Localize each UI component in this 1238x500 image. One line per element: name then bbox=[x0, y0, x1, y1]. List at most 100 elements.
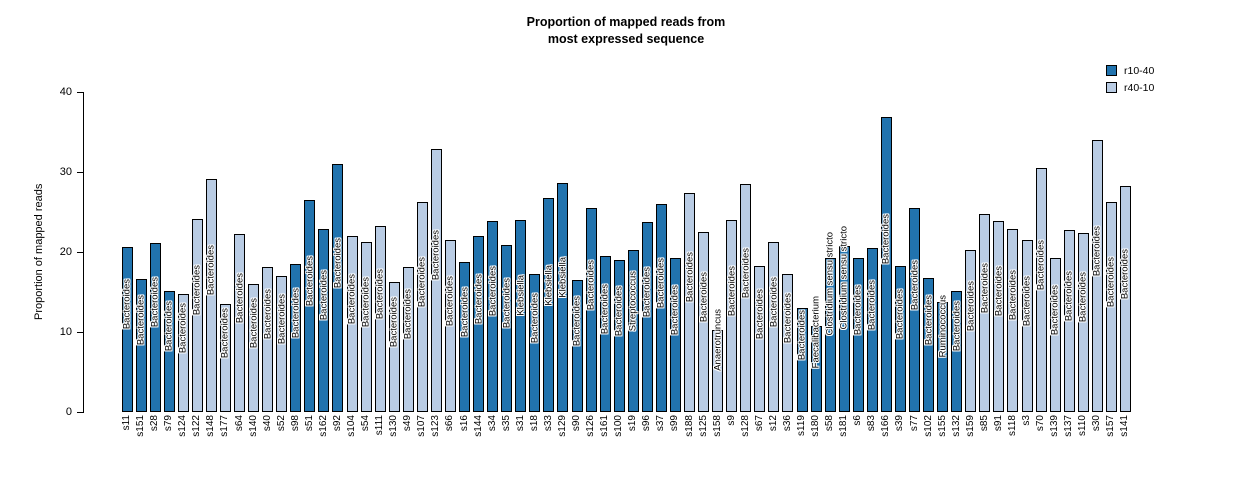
y-tick-label: 10 bbox=[59, 326, 72, 338]
bar-slot-s51: Bacteroides s51 bbox=[303, 92, 317, 431]
x-tick-label: s161 bbox=[599, 415, 611, 437]
bar-genus-label: Bacteroides bbox=[304, 255, 316, 306]
bar-genus-label: Bacteroides bbox=[205, 245, 217, 296]
bar-s31: Klebsiella bbox=[515, 220, 526, 412]
x-tick-label: s122 bbox=[191, 415, 203, 437]
bar-genus-label: Bacteroides bbox=[641, 266, 653, 317]
bar-genus-label: Bacteroides bbox=[416, 257, 428, 308]
bar-slot-s70: Bacteroides s70 bbox=[1034, 92, 1048, 431]
bar-s124: Bacteroides bbox=[178, 294, 189, 412]
bar-slot-s11: Bacteroides s11 bbox=[120, 92, 134, 430]
bar-slot-s99: Bacteroides s99 bbox=[668, 92, 682, 431]
x-tick-label: s144 bbox=[472, 415, 484, 437]
bar-slot-s128: Bacteroides s128 bbox=[739, 92, 753, 437]
x-tick-label: s141 bbox=[1119, 415, 1131, 437]
x-tick-label: s177 bbox=[219, 415, 231, 437]
legend-swatch-r10-40 bbox=[1106, 65, 1117, 76]
bar-genus-label: Bacteroides bbox=[318, 270, 330, 321]
chart-title-line2: most expressed sequence bbox=[547, 32, 705, 46]
bar-genus-label: Bacteroides bbox=[177, 303, 189, 354]
bar-slot-s100: Bacteroides s100 bbox=[612, 92, 626, 437]
bar-genus-label: Bacteroides bbox=[698, 271, 710, 322]
bar-slot-s104: Bacteroides s104 bbox=[345, 92, 359, 437]
bar-s151: Bacteroides bbox=[136, 279, 147, 412]
bar-genus-label: Bacteroides bbox=[965, 280, 977, 331]
bar-slot-s180: Faecalibacterium s180 bbox=[809, 92, 823, 436]
bar-genus-label: Bacteroides bbox=[248, 297, 260, 348]
bar-s139: Bacteroides bbox=[1050, 258, 1061, 412]
x-tick-label: s40 bbox=[261, 415, 273, 432]
x-tick-label: s91 bbox=[992, 415, 1004, 432]
bar-s98: Bacteroides bbox=[290, 264, 301, 412]
bar-s28: Bacteroides bbox=[150, 243, 161, 412]
bar-slot-s58: Clostridium sensu stricto s58 bbox=[823, 92, 837, 431]
bar-slot-s123: Bacteroides s123 bbox=[429, 92, 443, 437]
bar-s79: Bacteroides bbox=[164, 291, 175, 412]
bar-s11: Bacteroides bbox=[122, 247, 133, 412]
y-tick-label: 40 bbox=[59, 86, 72, 98]
x-tick-label: s129 bbox=[556, 415, 568, 437]
bar-s141: Bacteroides bbox=[1120, 185, 1131, 412]
bar-genus-label: Bacteroides bbox=[655, 257, 667, 308]
bar-genus-label: Bacteroides bbox=[880, 214, 892, 265]
bar-s70: Bacteroides bbox=[1036, 168, 1047, 412]
bar-s155: Ruminococcus bbox=[937, 295, 948, 412]
bar-s122: Bacteroides bbox=[192, 219, 203, 412]
x-tick-label: s139 bbox=[1049, 415, 1061, 437]
y-axis-line bbox=[83, 92, 84, 413]
bar-genus-label: Bacteroides bbox=[290, 287, 302, 338]
x-tick-label: s34 bbox=[486, 415, 498, 432]
bar-s137: Bacteroides bbox=[1064, 230, 1075, 412]
bar-s19: Streptococcus bbox=[628, 250, 639, 412]
x-tick-label: s104 bbox=[346, 415, 358, 437]
bar-genus-label: Bacteroides bbox=[754, 289, 766, 340]
bar-slot-s35: Bacteroides s35 bbox=[500, 92, 514, 431]
bar-s118: Bacteroides bbox=[1007, 228, 1018, 412]
x-tick-label: s11 bbox=[121, 415, 133, 431]
bar-genus-label: Bacteroides bbox=[979, 262, 991, 313]
bar-slot-s162: Bacteroides s162 bbox=[317, 92, 331, 437]
bar-slot-s54: Bacteroides s54 bbox=[359, 92, 373, 431]
bar-s37: Bacteroides bbox=[656, 204, 667, 412]
bar-slot-s6: Bacteroides s6 bbox=[851, 92, 865, 426]
legend: r10-40 r40-10 bbox=[1106, 62, 1154, 96]
bar-s181: Clostridium sensu stricto bbox=[839, 226, 850, 412]
bar-s144: Bacteroides bbox=[473, 236, 484, 412]
bar-slot-s119: Bacteroides s119 bbox=[795, 92, 809, 436]
bar-slot-s102: Bacteroides s102 bbox=[922, 92, 936, 437]
x-tick-label: s162 bbox=[317, 415, 329, 437]
bar-slot-s37: Bacteroides s37 bbox=[654, 92, 668, 431]
bar-slot-s137: Bacteroides s137 bbox=[1062, 92, 1076, 437]
bar-slot-s40: Bacteroides s40 bbox=[261, 92, 275, 431]
x-tick-label: s35 bbox=[500, 415, 512, 432]
chart-title: Proportion of mapped reads from most exp… bbox=[320, 14, 932, 48]
bar-s66: Bacteroides bbox=[445, 240, 456, 412]
bar-slot-s188: Bacteroides s188 bbox=[683, 92, 697, 437]
bar-slot-s91: Bacteroides s91 bbox=[992, 92, 1006, 431]
x-tick-label: s119 bbox=[796, 415, 808, 436]
bar-genus-label: Bacteroides bbox=[191, 265, 203, 316]
x-tick-label: s66 bbox=[444, 415, 456, 432]
bar-slot-s9: Bacteroides s9 bbox=[725, 92, 739, 426]
bar-slot-s161: Bacteroides s161 bbox=[598, 92, 612, 437]
x-tick-label: s30 bbox=[1091, 415, 1103, 432]
bar-genus-label: Bacteroides bbox=[599, 283, 611, 334]
x-tick-label: s111 bbox=[374, 415, 386, 436]
x-tick-label: s31 bbox=[514, 415, 526, 432]
bar-genus-label: Bacteroides bbox=[163, 301, 175, 352]
y-tick-label: 20 bbox=[59, 246, 72, 258]
legend-row-r10-40: r10-40 bbox=[1106, 62, 1154, 79]
legend-label: r40-10 bbox=[1124, 81, 1155, 94]
bar-slot-s31: Klebsiella s31 bbox=[514, 92, 528, 431]
x-tick-label: s64 bbox=[233, 415, 245, 432]
x-tick-label: s188 bbox=[683, 415, 695, 437]
x-tick-label: s148 bbox=[205, 415, 217, 437]
x-tick-label: s123 bbox=[430, 415, 442, 437]
bar-s166: Bacteroides bbox=[880, 116, 892, 412]
x-tick-label: s140 bbox=[247, 415, 259, 437]
bar-s125: Bacteroides bbox=[698, 232, 709, 412]
bar-slot-s132: Bacteroides s132 bbox=[950, 92, 964, 437]
bar-genus-label: Bacteroides bbox=[402, 289, 414, 340]
x-tick-label: s9 bbox=[725, 415, 737, 426]
